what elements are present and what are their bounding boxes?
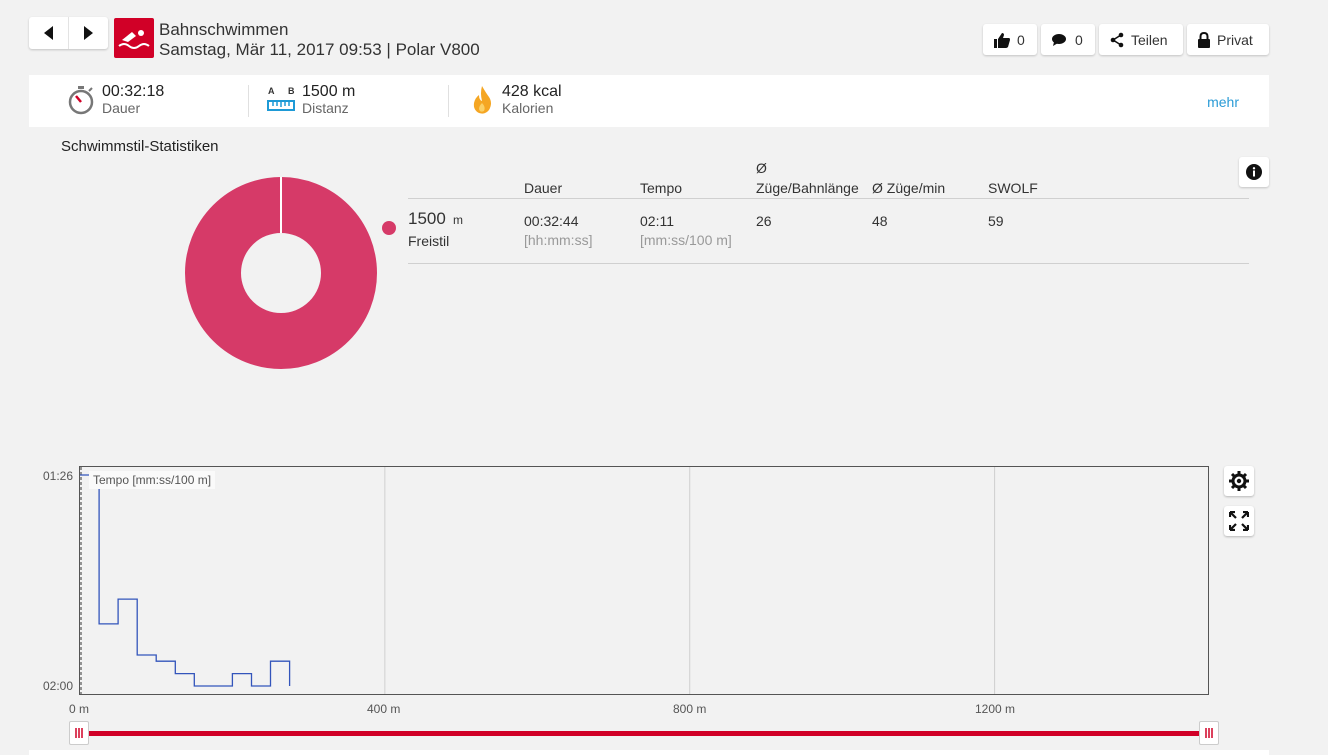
share-button[interactable]: Teilen: [1099, 24, 1183, 55]
gear-icon: [1229, 471, 1249, 491]
row-swolf: 59: [988, 213, 1004, 229]
calories-summary: 428 kcal Kalorien: [470, 75, 650, 127]
thumbs-up-icon: [994, 32, 1010, 48]
col-dauer: Dauer: [524, 180, 563, 196]
duration-label: Dauer: [102, 100, 141, 116]
row-dauer-unit: [hh:mm:ss]: [524, 232, 593, 248]
duration-value: 00:32:18: [102, 83, 165, 100]
distance-summary: A B 1500 m Distanz: [267, 75, 447, 127]
share-icon: [1110, 32, 1124, 47]
x-tick-label: 1200 m: [975, 702, 1016, 716]
table-bottom-divider: [408, 263, 1249, 264]
more-link[interactable]: mehr: [1207, 94, 1239, 110]
x-tick-label: 400 m: [367, 702, 401, 716]
distance-icon: A B: [267, 86, 295, 114]
like-button[interactable]: 0: [983, 24, 1037, 55]
col-zuege-min: Ø Züge/min: [872, 180, 946, 196]
row-tempo-unit: [mm:ss/100 m]: [640, 232, 732, 248]
sport-badge: [114, 18, 154, 58]
summary-bar: 00:32:18 Dauer A B 1500 m Distanz 428 kc…: [29, 75, 1269, 127]
expand-icon: [1229, 511, 1249, 531]
ruler-icon: [267, 100, 295, 111]
stopwatch-icon: [68, 86, 94, 115]
info-button[interactable]: [1239, 157, 1269, 187]
comment-count: 0: [1075, 31, 1083, 48]
share-label: Teilen: [1131, 31, 1168, 48]
bottom-panel-edge: [29, 750, 1269, 755]
row-style: Freistil: [408, 233, 450, 249]
freistil-legend-dot: [382, 221, 396, 235]
distance-label: Distanz: [302, 100, 349, 116]
comments-icon: [1052, 33, 1066, 46]
tempo-series-line: [80, 474, 291, 687]
row-dauer: 00:32:44: [524, 213, 579, 229]
col-zuege-bahn: Züge/Bahnlänge: [756, 180, 859, 196]
row-distance-unit: m: [453, 213, 463, 227]
chart-fullscreen-button[interactable]: [1224, 506, 1254, 536]
table-header-divider: [408, 198, 1249, 199]
distance-icon-b: B: [288, 86, 295, 96]
next-button[interactable]: [68, 17, 107, 49]
info-icon: [1246, 164, 1262, 180]
privacy-button[interactable]: Privat: [1187, 24, 1269, 55]
x-tick-label: 0 m: [69, 702, 90, 716]
row-zuege-min: 48: [872, 213, 888, 229]
distance-icon-a: A: [268, 86, 275, 96]
calories-label: Kalorien: [502, 100, 554, 116]
grip-icon: [1205, 728, 1213, 738]
row-distance: 1500: [408, 209, 446, 228]
range-slider-track[interactable]: [79, 731, 1209, 736]
flame-icon: [473, 86, 491, 114]
range-handle-end[interactable]: [1199, 721, 1219, 745]
swimmer-icon: [118, 30, 150, 49]
lock-icon: [1198, 31, 1210, 48]
grip-icon: [75, 728, 83, 738]
summary-divider: [448, 85, 449, 117]
tempo-chart-plot: [80, 467, 996, 694]
row-tempo: 02:11: [640, 213, 674, 229]
x-tick-label: 800 m: [673, 702, 707, 716]
stroke-style-donut: [185, 177, 377, 369]
like-count: 0: [1017, 31, 1025, 48]
row-zuege-bahn: 26: [756, 213, 772, 229]
session-subtitle: Samstag, Mär 11, 2017 09:53 | Polar V800: [159, 40, 480, 59]
privacy-label: Privat: [1217, 31, 1253, 48]
chart-series-label: Tempo [mm:ss/100 m]: [89, 471, 216, 489]
duration-summary: 00:32:18 Dauer: [67, 75, 247, 127]
chart-settings-button[interactable]: [1224, 466, 1254, 496]
calories-value: 428 kcal: [502, 83, 562, 100]
col-tempo: Tempo: [640, 180, 683, 196]
col-swolf: SWOLF: [988, 180, 1038, 196]
section-title: Schwimmstil-Statistiken: [61, 138, 219, 155]
y-tick-label: 02:00: [43, 679, 74, 693]
previous-button[interactable]: [29, 17, 68, 49]
range-handle-start[interactable]: [69, 721, 89, 745]
y-tick-label: 01:26: [43, 469, 74, 483]
prev-next-group: [29, 17, 108, 49]
summary-divider: [248, 85, 249, 117]
comment-button[interactable]: 0: [1041, 24, 1095, 55]
arrow-right-icon: [84, 26, 93, 40]
tempo-chart[interactable]: [79, 466, 1209, 695]
page-title: Bahnschwimmen: [159, 20, 289, 39]
arrow-left-icon: [43, 26, 53, 40]
distance-value: 1500 m: [302, 83, 356, 100]
col-avg-symbol: Ø: [756, 160, 767, 176]
